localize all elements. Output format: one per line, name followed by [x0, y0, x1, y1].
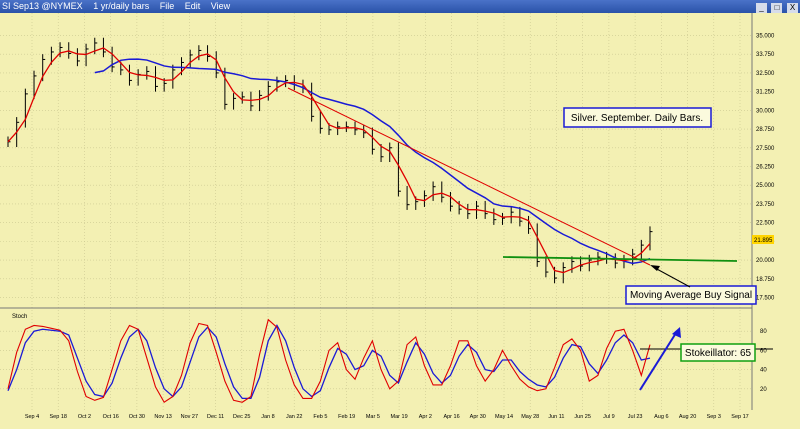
- date-tick-label: Apr 30: [470, 414, 486, 420]
- price-tick-label: 28.750: [756, 127, 775, 133]
- price-chart: 35.000 33.750 32.500 31.250 30.000 28.750 27.5…: [0, 13, 800, 429]
- date-tick-label: Sep 4: [25, 414, 39, 420]
- date-tick-label: Oct 30: [129, 414, 145, 420]
- date-tick-label: Feb 5: [313, 414, 327, 420]
- stoch-box-text: Stokeillator: 65: [685, 348, 752, 359]
- date-tick-label: May 28: [521, 414, 539, 420]
- date-tick-label: Jun 11: [548, 414, 564, 420]
- menu-file[interactable]: File: [159, 1, 175, 11]
- stoch-tick-label: 20: [760, 387, 767, 393]
- period-label[interactable]: 1 yr/daily bars: [93, 1, 150, 11]
- price-bars: [7, 37, 653, 284]
- date-tick-label: Mar 19: [391, 414, 408, 420]
- stoch-arrow-head: [672, 327, 681, 338]
- price-tick-label: 31.250: [756, 90, 775, 96]
- price-tick-label: 18.750: [756, 277, 775, 283]
- price-tick-label: 23.750: [756, 202, 775, 208]
- signal-arrow-head: [650, 265, 660, 271]
- stoch-box: [680, 343, 756, 362]
- date-axis: Sep 4 Sep 18 Oct 2 Oct 16 Oct 30 Nov 13 Nov 27…: [25, 414, 749, 420]
- price-tick-label: 35.000: [756, 33, 775, 39]
- date-tick-label: Sep 3: [707, 414, 721, 420]
- signal-arrow: [654, 267, 691, 288]
- last-price-tag: [752, 235, 774, 244]
- date-tick-label: Aug 6: [654, 414, 668, 420]
- title-box: [563, 107, 712, 128]
- date-tick-label: Aug 20: [679, 414, 696, 420]
- stoch-tick-label: 40: [760, 368, 767, 374]
- stoch-tick-label: 60: [760, 348, 767, 354]
- signal-box: [625, 285, 757, 305]
- menu-edit[interactable]: Edit: [184, 1, 201, 11]
- date-tick-label: Dec 11: [207, 414, 224, 420]
- date-tick-label: Jan 22: [286, 414, 303, 420]
- price-tick-label: 22.500: [756, 221, 775, 227]
- stoch-tick-label: 80: [760, 329, 767, 335]
- date-tick-label: Mar 5: [366, 414, 380, 420]
- date-tick-label: Feb 19: [338, 414, 355, 420]
- date-tick-label: Jun 25: [574, 414, 591, 420]
- window-controls: _ □ X: [754, 1, 798, 14]
- close-button[interactable]: X: [787, 3, 798, 13]
- price-tick-label: 32.500: [756, 71, 775, 77]
- price-tick-label: 17.500: [756, 296, 775, 302]
- date-tick-label: Sep 18: [50, 414, 67, 420]
- minimize-button[interactable]: _: [755, 3, 767, 13]
- date-tick-label: Jan 8: [261, 414, 274, 420]
- stoch-k-line: [7, 318, 651, 404]
- symbol-label: SI Sep13 @NYMEX: [2, 1, 83, 11]
- date-tick-label: Jul 9: [603, 414, 615, 420]
- date-tick-label: Nov 27: [181, 414, 198, 420]
- price-tick-label: 27.500: [756, 146, 775, 152]
- signal-box-text: Moving Average Buy Signal: [630, 290, 752, 301]
- price-tick-label: 26.250: [756, 165, 775, 171]
- trend-line: [287, 87, 651, 266]
- date-tick-label: Jul 23: [628, 414, 643, 420]
- price-tick-label: 20.000: [756, 258, 775, 264]
- stoch-axis: 80 60 40 20: [760, 329, 767, 393]
- date-tick-label: Oct 2: [78, 414, 91, 420]
- date-tick-label: Apr 2: [419, 414, 432, 420]
- price-tick-label: 30.000: [756, 108, 775, 114]
- date-tick-label: Oct 16: [103, 414, 119, 420]
- date-tick-label: Apr 16: [443, 414, 459, 420]
- ma-fast-line: [7, 47, 651, 274]
- support-line: [502, 256, 738, 262]
- stoch-label: Stoch: [12, 314, 27, 320]
- menu-view[interactable]: View: [210, 1, 231, 11]
- stoch-arrow: [639, 332, 677, 391]
- last-price-text: 21.895: [754, 238, 773, 244]
- date-tick-label: May 14: [495, 414, 513, 420]
- price-tick-label: 25.000: [756, 183, 775, 189]
- stoch-d-line: [7, 324, 651, 400]
- chart-background: [0, 13, 800, 429]
- date-tick-label: Dec 25: [233, 414, 250, 420]
- price-tick-label: 33.750: [756, 52, 775, 58]
- ma-slow-line: [94, 58, 651, 265]
- date-tick-label: Nov 13: [154, 414, 171, 420]
- date-tick-label: Sep 17: [731, 414, 748, 420]
- menu-bar: SI Sep13 @NYMEX 1 yr/daily bars File Edi…: [2, 0, 238, 13]
- title-box-text: Silver. September. Daily Bars.: [571, 113, 703, 124]
- price-axis: 35.000 33.750 32.500 31.250 30.000 28.750 27.5…: [756, 33, 775, 301]
- title-bar: SI Sep13 @NYMEX 1 yr/daily bars File Edi…: [0, 0, 800, 13]
- maximize-button[interactable]: □: [771, 3, 783, 13]
